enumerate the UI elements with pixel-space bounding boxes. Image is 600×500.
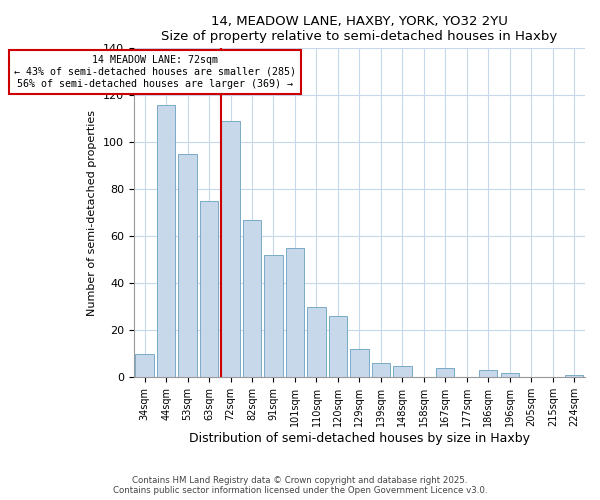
- Text: 14 MEADOW LANE: 72sqm
← 43% of semi-detached houses are smaller (285)
56% of sem: 14 MEADOW LANE: 72sqm ← 43% of semi-deta…: [14, 56, 296, 88]
- Title: 14, MEADOW LANE, HAXBY, YORK, YO32 2YU
Size of property relative to semi-detache: 14, MEADOW LANE, HAXBY, YORK, YO32 2YU S…: [161, 15, 557, 43]
- Bar: [221, 121, 239, 378]
- Bar: [157, 104, 175, 378]
- Bar: [286, 248, 304, 378]
- Bar: [329, 316, 347, 378]
- X-axis label: Distribution of semi-detached houses by size in Haxby: Distribution of semi-detached houses by …: [189, 432, 530, 445]
- Bar: [136, 354, 154, 378]
- Bar: [350, 349, 368, 378]
- Bar: [565, 375, 583, 378]
- Bar: [500, 372, 519, 378]
- Bar: [243, 220, 261, 378]
- Bar: [393, 366, 412, 378]
- Bar: [200, 201, 218, 378]
- Bar: [372, 363, 390, 378]
- Bar: [307, 307, 326, 378]
- Bar: [479, 370, 497, 378]
- Bar: [436, 368, 454, 378]
- Bar: [178, 154, 197, 378]
- Text: Contains HM Land Registry data © Crown copyright and database right 2025.
Contai: Contains HM Land Registry data © Crown c…: [113, 476, 487, 495]
- Bar: [265, 255, 283, 378]
- Y-axis label: Number of semi-detached properties: Number of semi-detached properties: [88, 110, 97, 316]
